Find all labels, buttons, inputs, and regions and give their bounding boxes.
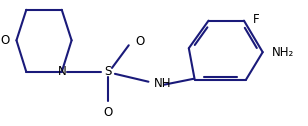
Text: O: O	[103, 106, 113, 119]
Text: S: S	[104, 65, 112, 78]
Text: NH₂: NH₂	[272, 46, 294, 59]
Text: F: F	[253, 13, 259, 26]
Text: O: O	[0, 34, 10, 47]
Text: N: N	[59, 65, 67, 78]
Text: O: O	[136, 35, 145, 48]
Text: NH: NH	[154, 77, 172, 90]
